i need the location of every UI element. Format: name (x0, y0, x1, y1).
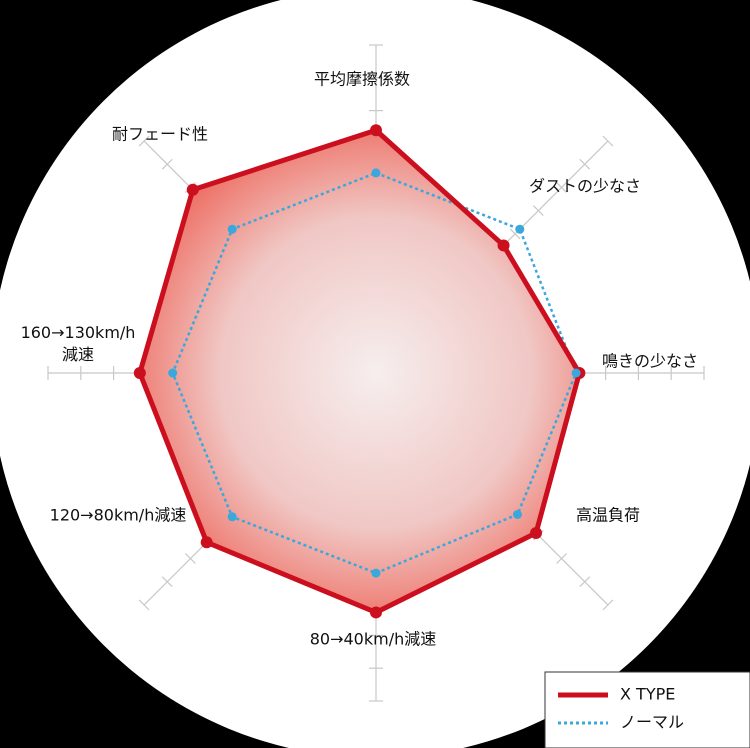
category-label: 160→130km/h 減速 (21, 323, 136, 364)
category-label: 高温負荷 (576, 506, 640, 525)
tick-mark (185, 553, 196, 564)
category-label: 耐フェード性 (112, 125, 208, 144)
category-label: ダストの少なさ (529, 177, 641, 196)
series-area (139, 130, 580, 613)
legend-box (544, 671, 750, 748)
data-point (200, 536, 213, 549)
data-point (227, 224, 237, 234)
data-point (515, 224, 525, 234)
data-point (497, 239, 510, 252)
data-point (370, 124, 382, 137)
legend-label: ノーマル (620, 713, 684, 732)
data-point (168, 368, 178, 378)
tick-mark (161, 576, 173, 588)
data-point (186, 183, 199, 196)
data-point (227, 512, 237, 522)
tick-mark (509, 228, 521, 240)
data-point (371, 568, 381, 578)
tick-mark (579, 576, 591, 588)
category-label: 平均摩擦係数 (314, 70, 410, 89)
tick-mark (138, 135, 150, 147)
data-point (512, 509, 522, 519)
series-layer (133, 124, 586, 619)
category-label: 80→40km/h減速 (310, 630, 437, 649)
data-point (133, 367, 146, 379)
legend-label: X TYPE (620, 685, 675, 704)
category-label: 鳴きの少なさ (602, 352, 698, 371)
data-point (571, 368, 581, 378)
tick-mark (579, 158, 591, 170)
tick-mark (138, 599, 150, 611)
series-line (171, 171, 578, 575)
category-label: 120→80km/h減速 (50, 506, 187, 525)
tick-mark (556, 553, 567, 564)
tick-mark (556, 182, 567, 193)
tick-mark (602, 135, 614, 147)
tick-mark (532, 205, 544, 217)
data-point (371, 168, 381, 178)
data-point (370, 606, 382, 619)
tick-mark (161, 158, 173, 170)
legend: X TYPE ノーマル (544, 671, 750, 748)
tick-mark (602, 599, 614, 611)
data-point (530, 527, 543, 540)
label-line: 160→130km/h (21, 323, 136, 342)
label-line: 減速 (62, 345, 94, 364)
